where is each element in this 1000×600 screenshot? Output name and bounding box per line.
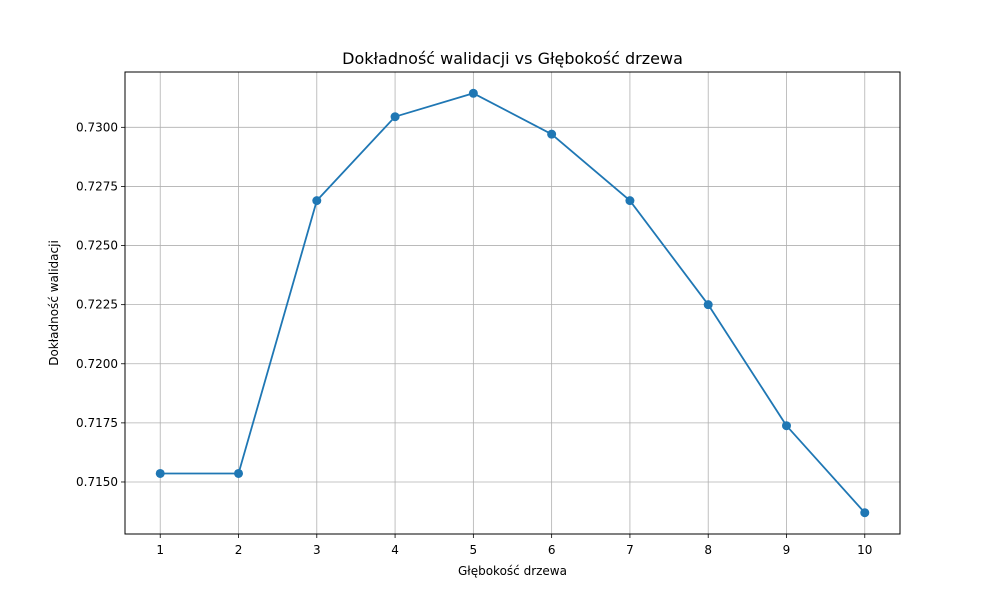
data-point [547,129,557,139]
x-tick-label: 4 [391,543,399,557]
chart-title: Dokładność walidacji vs Głębokość drzewa [342,49,683,68]
y-tick-label: 0.7300 [76,120,118,134]
data-point [312,196,322,206]
data-point [234,468,244,478]
y-axis-label: Dokładność walidacji [47,240,61,366]
data-point [155,468,165,478]
data-point [781,421,791,431]
x-tick-label: 2 [235,543,243,557]
plot-frame [124,71,901,535]
data-point [625,196,635,206]
x-tick-label: 9 [783,543,791,557]
x-axis: 1 2 3 4 5 6 7 8 9 10 [156,534,872,557]
x-tick-label: 8 [704,543,712,557]
data-point [468,88,478,98]
data-point [390,112,400,122]
data-point [860,508,870,518]
y-axis: 0.7150 0.7175 0.7200 0.7225 0.7250 0.7275 0.73… [76,120,125,489]
y-tick-label: 0.7150 [76,475,118,489]
x-axis-label: Głębokość drzewa [458,564,567,578]
x-tick-label: 10 [857,543,872,557]
y-tick-label: 0.7200 [76,357,118,371]
x-tick-label: 7 [626,543,634,557]
x-tick-label: 5 [470,543,478,557]
y-tick-label: 0.7275 [76,179,118,193]
y-tick-label: 0.7250 [76,239,118,253]
series-layer [155,88,870,518]
y-tick-label: 0.7175 [76,416,118,430]
x-tick-label: 1 [156,543,164,557]
series-line [160,92,866,514]
y-tick-label: 0.7225 [76,298,118,312]
grid-layer [125,72,900,534]
x-tick-label: 3 [313,543,321,557]
data-point [703,300,713,310]
x-tick-label: 6 [548,543,556,557]
